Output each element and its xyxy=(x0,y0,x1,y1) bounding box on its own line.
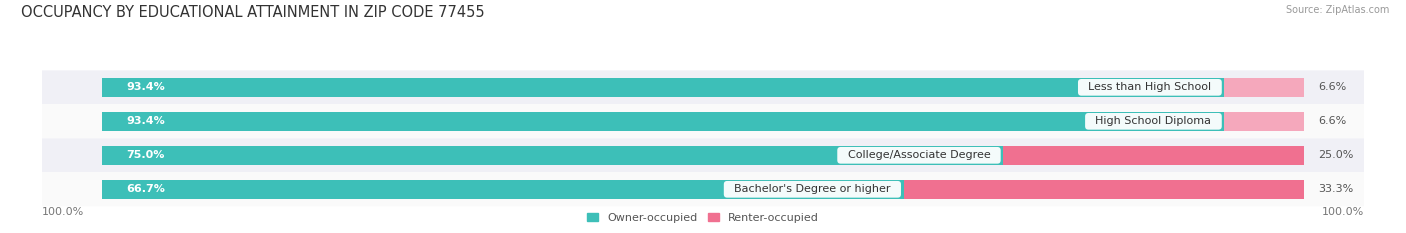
Text: 25.0%: 25.0% xyxy=(1319,150,1354,160)
Bar xyxy=(103,180,904,199)
Bar xyxy=(1225,78,1303,97)
Text: College/Associate Degree: College/Associate Degree xyxy=(841,150,997,160)
Text: 100.0%: 100.0% xyxy=(42,207,84,217)
Bar xyxy=(103,146,1004,165)
Text: High School Diploma: High School Diploma xyxy=(1088,116,1219,126)
Text: OCCUPANCY BY EDUCATIONAL ATTAINMENT IN ZIP CODE 77455: OCCUPANCY BY EDUCATIONAL ATTAINMENT IN Z… xyxy=(21,5,485,20)
Bar xyxy=(103,146,1303,165)
Bar xyxy=(103,78,1225,97)
Text: 6.6%: 6.6% xyxy=(1319,82,1347,92)
Text: 93.4%: 93.4% xyxy=(127,116,165,126)
Legend: Owner-occupied, Renter-occupied: Owner-occupied, Renter-occupied xyxy=(582,209,824,227)
Bar xyxy=(103,180,1303,199)
Text: 93.4%: 93.4% xyxy=(127,82,165,92)
Text: 75.0%: 75.0% xyxy=(127,150,165,160)
Bar xyxy=(103,112,1225,131)
Text: Bachelor's Degree or higher: Bachelor's Degree or higher xyxy=(727,184,897,194)
FancyBboxPatch shape xyxy=(42,70,1364,104)
Bar xyxy=(1004,146,1303,165)
Bar xyxy=(103,112,1303,131)
Bar xyxy=(103,78,1303,97)
Text: Less than High School: Less than High School xyxy=(1081,82,1219,92)
FancyBboxPatch shape xyxy=(42,138,1364,172)
Text: 66.7%: 66.7% xyxy=(127,184,165,194)
Text: Source: ZipAtlas.com: Source: ZipAtlas.com xyxy=(1285,5,1389,15)
Text: 33.3%: 33.3% xyxy=(1319,184,1354,194)
FancyBboxPatch shape xyxy=(42,172,1364,206)
Text: 100.0%: 100.0% xyxy=(1322,207,1364,217)
Text: 6.6%: 6.6% xyxy=(1319,116,1347,126)
FancyBboxPatch shape xyxy=(42,104,1364,138)
Bar xyxy=(904,180,1303,199)
Bar xyxy=(1225,112,1303,131)
